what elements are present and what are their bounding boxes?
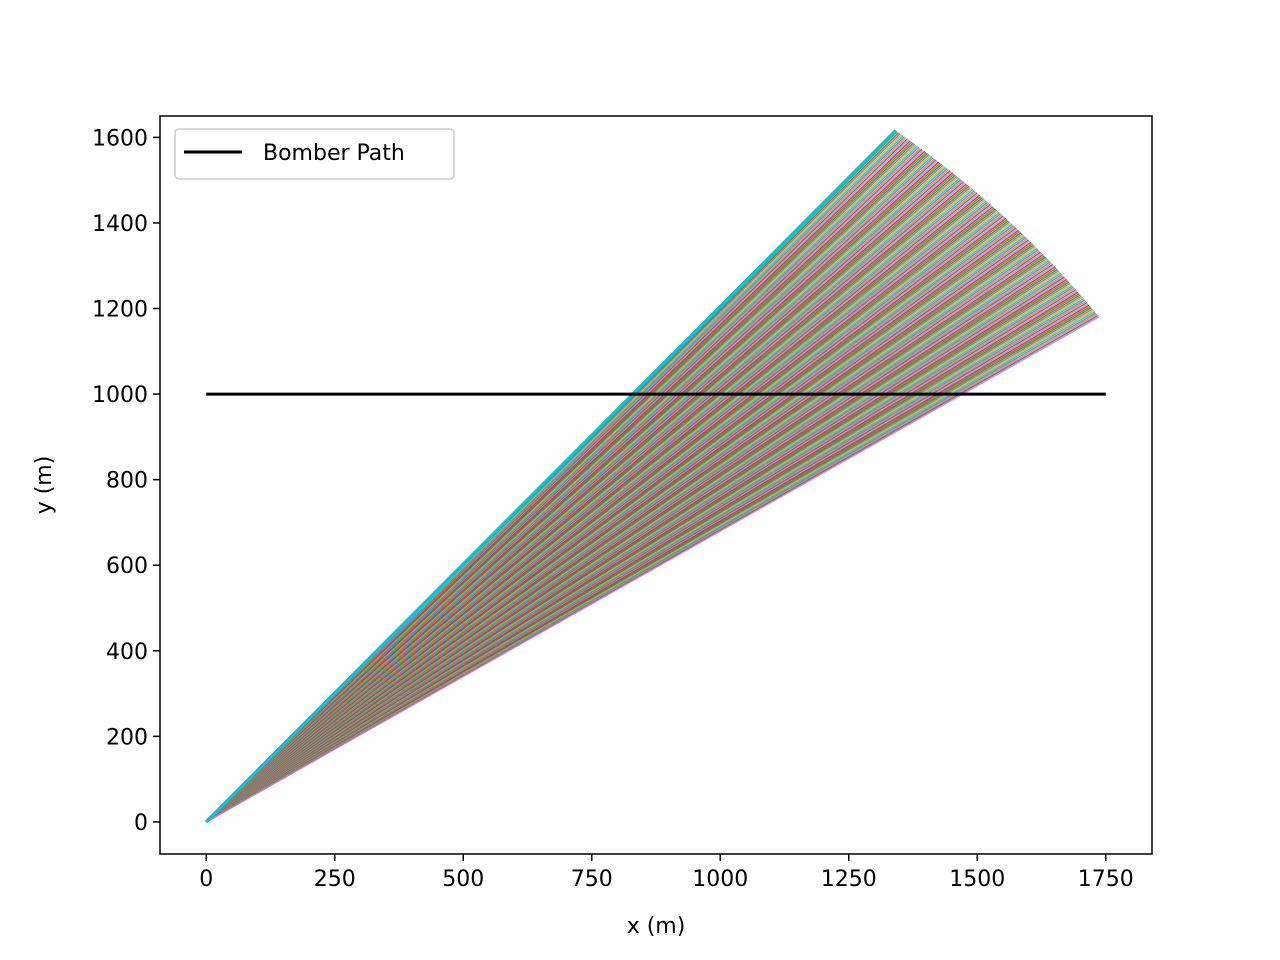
legend-label-bomber-path: Bomber Path <box>263 141 405 166</box>
y-tick-label: 1600 <box>92 126 148 151</box>
y-tick-label: 1400 <box>92 212 148 237</box>
x-axis: 0 250 500 750 1000 1250 1500 1750 <box>199 854 1134 892</box>
y-tick-label: 600 <box>106 554 148 579</box>
x-axis-label: x (m) <box>627 914 686 939</box>
trajectory-fan <box>205 129 1100 824</box>
x-tick-label: 1750 <box>1078 867 1134 892</box>
y-tick-label: 1000 <box>92 383 148 408</box>
legend-box <box>174 128 455 180</box>
x-tick-label: 0 <box>199 867 213 892</box>
x-tick-label: 750 <box>571 867 613 892</box>
x-tick-label: 250 <box>314 867 356 892</box>
x-tick-label: 1000 <box>692 867 748 892</box>
y-tick-label: 1200 <box>92 298 148 323</box>
y-axis-label: y (m) <box>32 456 57 515</box>
y-tick-label: 800 <box>106 469 148 494</box>
y-tick-label: 200 <box>106 725 148 750</box>
y-tick-label: 400 <box>106 640 148 665</box>
trajectory-line <box>205 316 1100 823</box>
legend: Bomber Path <box>174 128 455 180</box>
x-tick-label: 500 <box>442 867 484 892</box>
x-tick-label: 1250 <box>821 867 877 892</box>
trajectory-edge-line <box>205 129 897 824</box>
plot-frame <box>159 115 1153 855</box>
y-tick-label: 0 <box>134 811 148 836</box>
x-tick-label: 1500 <box>949 867 1005 892</box>
y-axis: 0 200 400 600 800 1000 1200 1400 1600 <box>92 126 160 836</box>
